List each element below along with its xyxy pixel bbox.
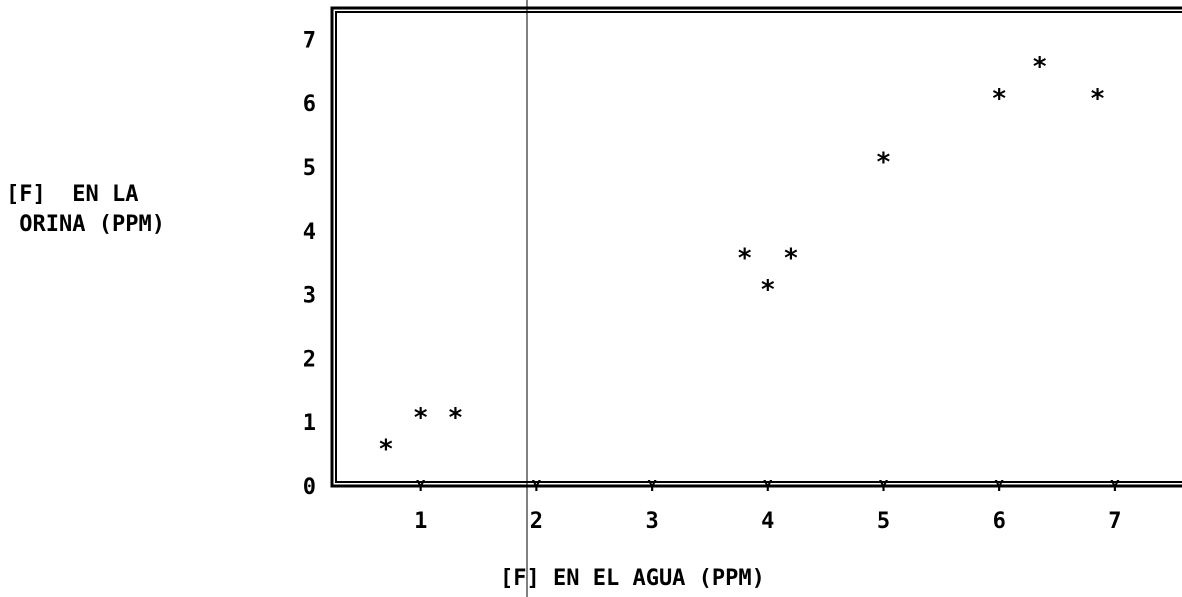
data-point: * <box>413 403 429 433</box>
x-tick-mark: Y <box>416 477 425 495</box>
data-point: * <box>876 148 892 178</box>
y-axis-title-line-2: ORINA (PPM) <box>6 212 165 237</box>
data-point: * <box>760 275 776 305</box>
data-point: * <box>1090 84 1106 114</box>
data-point: * <box>1032 52 1048 82</box>
x-tick-label: 1 <box>414 509 427 534</box>
y-tick-label: 6 <box>303 92 316 117</box>
x-axis-title: [F] EN EL AGUA (PPM) <box>500 566 765 591</box>
x-tick-label: 3 <box>645 509 658 534</box>
data-point: * <box>783 243 799 273</box>
y-tick-label: 3 <box>303 284 316 309</box>
plot-frame <box>330 0 1182 597</box>
y-tick-label: 2 <box>303 347 316 372</box>
x-tick-mark: Y <box>879 477 888 495</box>
data-point: * <box>448 403 464 433</box>
y-tick-label: 0 <box>303 475 316 500</box>
x-tick-mark: Y <box>648 477 657 495</box>
data-point: * <box>991 84 1007 114</box>
x-tick-mark: Y <box>995 477 1004 495</box>
frame-outer-line <box>330 6 1182 488</box>
x-tick-label: 5 <box>877 509 890 534</box>
y-tick-label: 4 <box>303 220 316 245</box>
x-tick-label: 4 <box>761 509 774 534</box>
y-axis-title: [F] EN LA ORINA (PPM) <box>6 180 246 240</box>
frame-inner-line <box>335 11 1182 483</box>
x-tick-label: 2 <box>530 509 543 534</box>
x-tick-mark: Y <box>1110 477 1119 495</box>
data-point: * <box>737 243 753 273</box>
x-tick-label: 6 <box>993 509 1006 534</box>
data-point: * <box>378 435 394 465</box>
x-tick-mark: Y <box>532 477 541 495</box>
x-tick-mark: Y <box>763 477 772 495</box>
axis-ticks: 0 1 2 3 4 5 6 7 Y 1 Y 2 Y 3 Y 4 Y 5 Y 6 Y 7 <box>303 28 1122 534</box>
x-tick-label: 7 <box>1108 509 1121 534</box>
y-axis-title-line-1: [F] EN LA <box>6 182 139 207</box>
y-tick-label: 7 <box>303 28 316 53</box>
data-points: ** ******** <box>378 52 1105 465</box>
y-tick-label: 1 <box>303 411 316 436</box>
y-tick-label: 5 <box>303 156 316 181</box>
